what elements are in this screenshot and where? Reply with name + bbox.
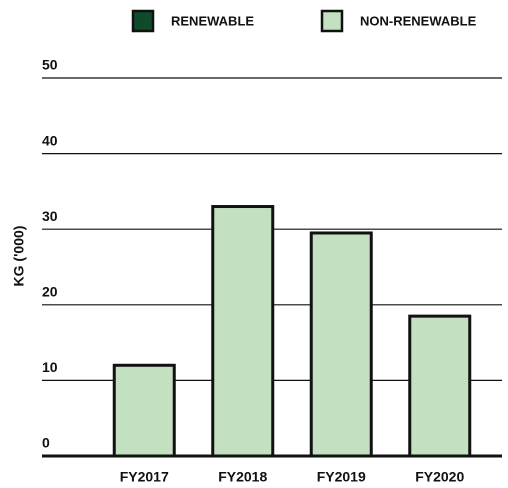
bar xyxy=(112,363,176,458)
y-tick-label: 30 xyxy=(42,208,58,224)
y-tick-label: 20 xyxy=(42,284,58,300)
y-tick-label: 40 xyxy=(42,132,58,148)
legend-swatch xyxy=(131,9,155,33)
x-tick-label: FY2018 xyxy=(218,469,267,485)
y-tick-label: 50 xyxy=(42,57,58,73)
bar xyxy=(211,205,275,458)
legend-swatch xyxy=(320,9,344,33)
legend-label: RENEWABLE xyxy=(171,13,254,28)
bar xyxy=(408,314,472,458)
x-tick-label: FY2019 xyxy=(317,469,366,485)
x-tick-label: FY2020 xyxy=(415,469,464,485)
y-tick-label: 0 xyxy=(42,435,50,451)
y-tick-label: 10 xyxy=(42,359,58,375)
legend-label: NON-RENEWABLE xyxy=(360,13,477,28)
bar xyxy=(309,231,373,458)
x-tick-label: FY2017 xyxy=(120,469,169,485)
y-axis-label: KG ('000) xyxy=(11,226,27,287)
